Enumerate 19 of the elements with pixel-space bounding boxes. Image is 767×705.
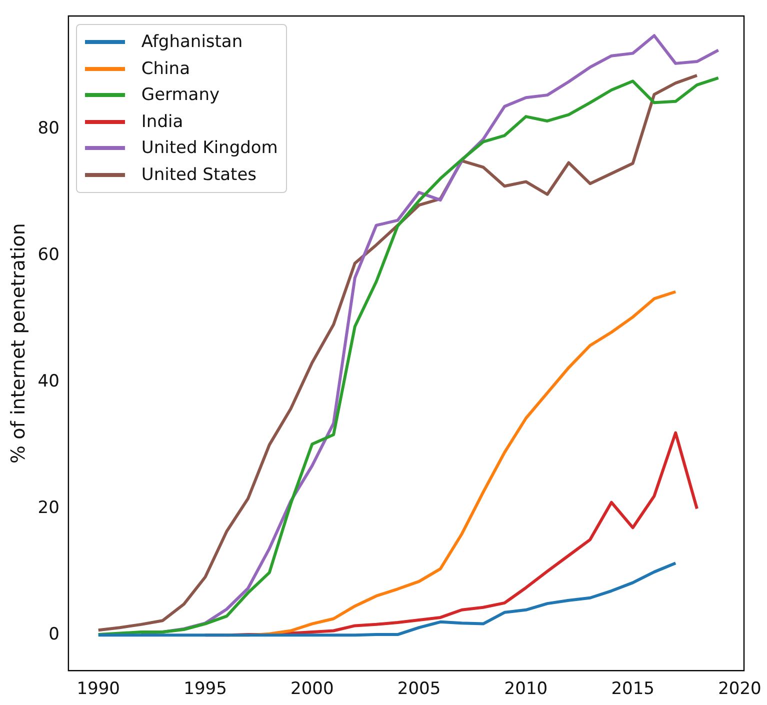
x-tick-label: 2015 [611, 679, 654, 700]
legend-label: United Kingdom [141, 138, 278, 158]
y-tick-label: 0 [48, 624, 60, 645]
x-tick-label: 1990 [76, 679, 120, 700]
y-tick-label: 60 [38, 245, 60, 266]
legend-label: China [141, 58, 190, 79]
legend-label: India [141, 112, 184, 132]
legend-label: Afghanistan [141, 32, 243, 52]
x-tick-label: 2020 [718, 679, 762, 700]
legend-label: Germany [141, 85, 220, 106]
x-tick-label: 2010 [504, 679, 548, 700]
x-tick-label: 2000 [290, 679, 334, 700]
x-tick-label: 2005 [397, 679, 441, 700]
x-tick-label: 1995 [184, 679, 227, 700]
legend-label: United States [141, 164, 257, 185]
y-tick-label: 40 [38, 372, 60, 392]
y-tick-label: 80 [38, 118, 60, 139]
y-axis-title: % of internet penetration [7, 223, 30, 464]
y-tick-label: 20 [38, 498, 60, 518]
